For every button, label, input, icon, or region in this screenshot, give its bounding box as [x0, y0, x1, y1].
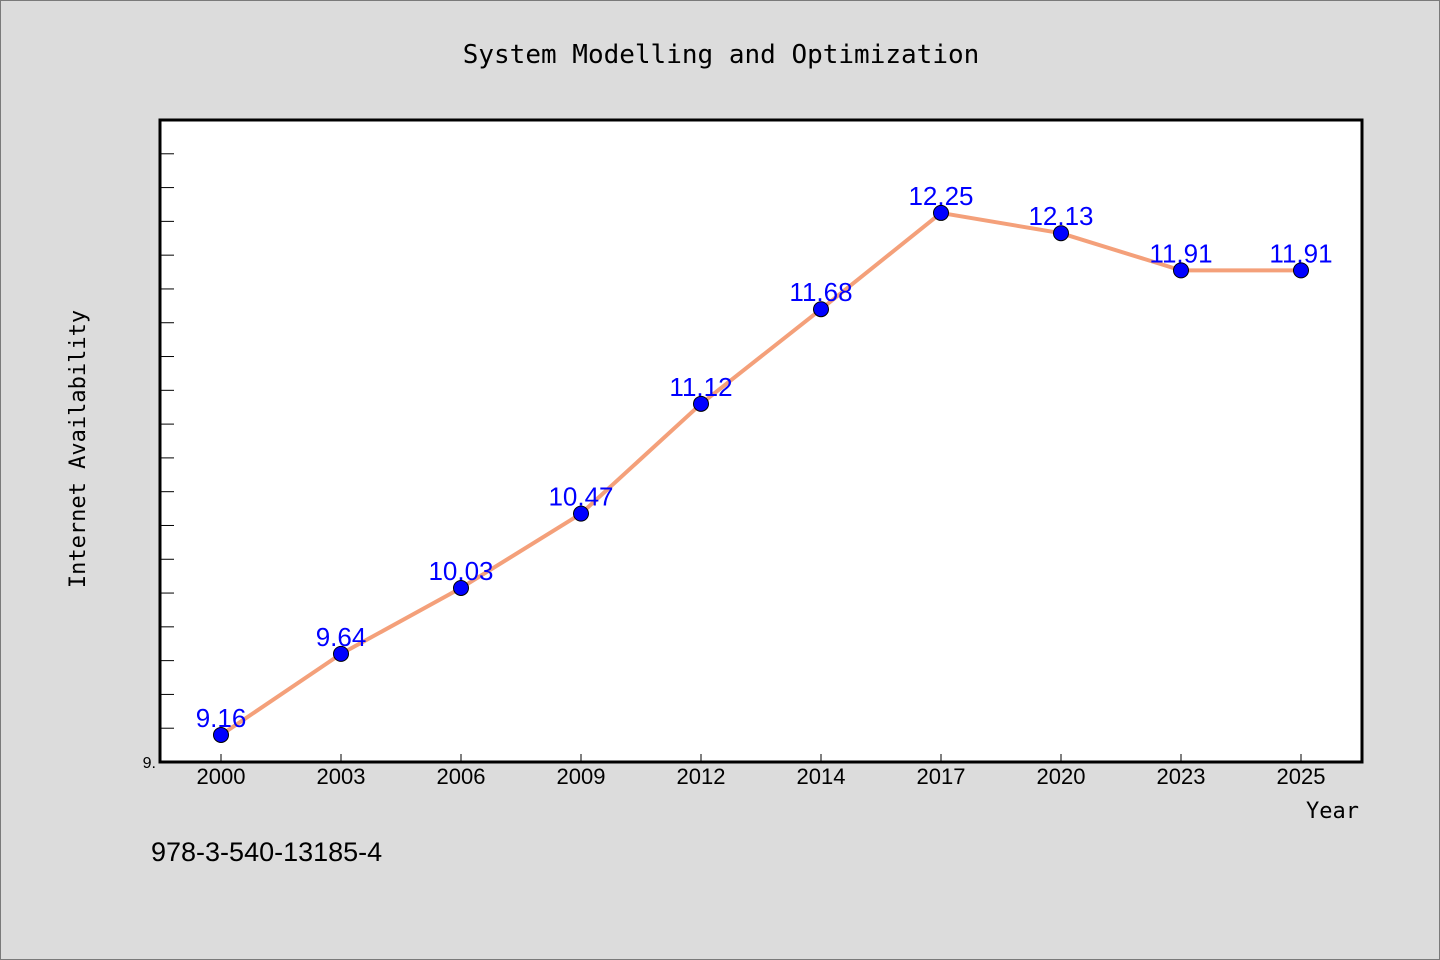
data-label: 9.64 — [316, 622, 367, 652]
data-point — [693, 395, 709, 412]
x-tick-label: 2006 — [437, 764, 486, 789]
data-point — [573, 505, 589, 522]
y-tick-label: 9. — [143, 755, 156, 772]
data-point — [1053, 225, 1069, 242]
data-point — [333, 645, 349, 662]
x-tick-label: 2014 — [797, 764, 846, 789]
plot-area — [158, 118, 1364, 764]
data-label: 12.13 — [1028, 201, 1093, 231]
data-label: 11.68 — [789, 277, 852, 307]
data-point — [813, 301, 829, 318]
x-axis-ticks: 2000 2003 2006 2009 2012 2014 2017 2020 2023 2025 — [197, 754, 1326, 789]
x-tick-label: 2025 — [1277, 764, 1326, 789]
data-point — [453, 579, 469, 596]
x-tick-label: 2012 — [677, 764, 726, 789]
data-point — [1293, 262, 1309, 279]
x-tick-label: 2000 — [197, 764, 246, 789]
data-point — [1173, 262, 1189, 279]
x-tick-label: 2017 — [917, 764, 966, 789]
series-internet-availability: 9.16 9.64 10.03 10.47 11.12 11.68 12.25 12.13 11… — [196, 181, 1333, 743]
x-axis-label: Year — [1306, 799, 1359, 824]
y-axis-label: Internet Availability — [66, 310, 91, 588]
isbn-text: 978-3-540-13185-4 — [151, 837, 383, 867]
x-tick-label: 2023 — [1157, 764, 1206, 789]
data-label: 10.03 — [428, 556, 493, 586]
data-point — [933, 204, 949, 221]
data-label: 10.47 — [548, 482, 613, 512]
chart-title: System Modelling and Optimization — [463, 40, 980, 70]
y-axis-ticks — [160, 119, 174, 763]
data-label: 12.25 — [908, 181, 973, 211]
data-label: 11.12 — [669, 372, 732, 402]
x-tick-label: 2009 — [557, 764, 606, 789]
data-label: 11.91 — [1149, 238, 1212, 268]
series-line — [219, 210, 1301, 737]
data-label: 9.16 — [196, 703, 247, 733]
data-label: 11.91 — [1269, 238, 1332, 268]
x-tick-label: 2003 — [317, 764, 366, 789]
data-point — [213, 726, 229, 743]
x-tick-label: 2020 — [1037, 764, 1086, 789]
